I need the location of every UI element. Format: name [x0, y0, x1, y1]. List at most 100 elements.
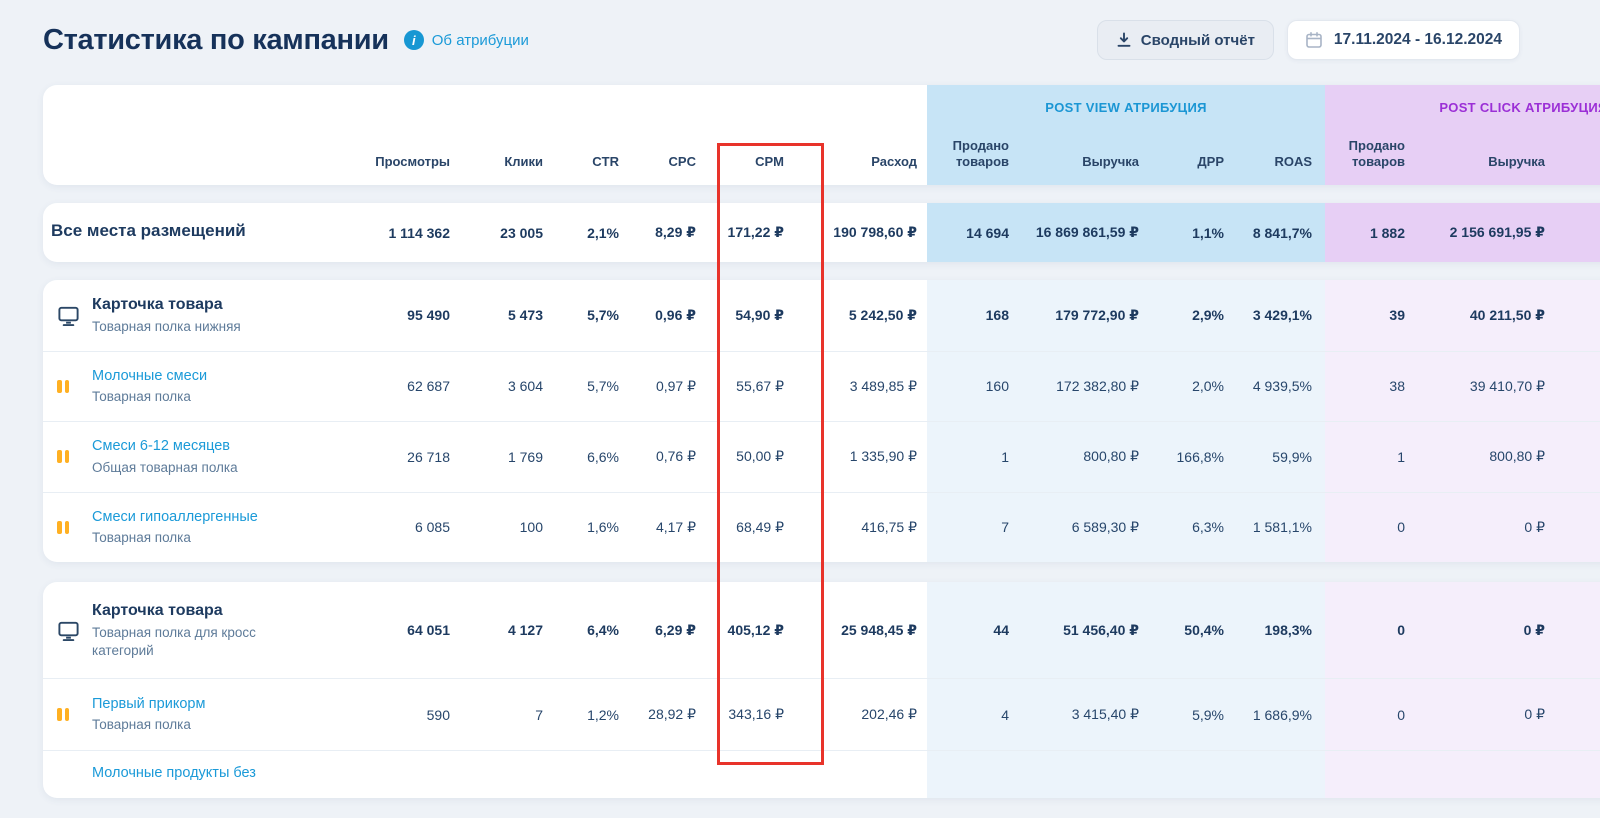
cell-pv-drr: 5,9% [1192, 706, 1224, 723]
cell-cpc: 0,97 ₽ [655, 377, 696, 394]
info-icon[interactable]: i [403, 30, 424, 50]
placement-name: Смеси гипоаллергенные Товарная полка [92, 508, 258, 547]
row-status-icon-slot [51, 379, 92, 393]
cell-cpc: 0,76 ₽ [655, 448, 696, 465]
cell-spend: 190 798,60 ₽ [833, 224, 917, 240]
cell-pv-roas: 59,9% [1272, 448, 1312, 465]
cell-clicks: 100 [519, 519, 543, 536]
row-status-icon-slot [51, 450, 92, 464]
column-header-pv-drr: ДРР [1197, 153, 1224, 169]
date-range-picker[interactable]: 17.11.2024 - 16.12.2024 [1286, 20, 1520, 60]
cell-pc-revenue: 39 410,70 ₽ [1469, 377, 1545, 394]
placement-name: Молочные продукты без [92, 764, 256, 785]
placement-cell: Все места размещений [43, 220, 333, 244]
cell-spend: 202,46 ₽ [861, 706, 917, 722]
column-header-clicks: Клики [504, 153, 543, 169]
column-header-pv-revenue: Выручка [1082, 153, 1139, 169]
placement-group-card: Карточка товара Товарная полка нижняя 95… [43, 280, 1600, 562]
cell-ctr: 5,7% [587, 378, 619, 395]
cell-pv-roas: 1 581,1% [1252, 519, 1312, 536]
placement-cell: Смеси 6-12 месяцев Общая товарная полка [43, 437, 333, 476]
cell-cpc: 0,96 ₽ [655, 306, 696, 323]
cell-cpm: 343,16 ₽ [728, 706, 784, 722]
cell-views: 26 718 [407, 448, 450, 465]
cell-pv-revenue: 800,80 ₽ [1083, 448, 1139, 465]
placement-title[interactable]: Молочные продукты без [92, 765, 256, 781]
column-header-pc-revenue: Выручка [1488, 153, 1545, 169]
cell-pv-sold: 1 [1001, 448, 1009, 465]
cell-cpm: 54,90 ₽ [735, 306, 784, 323]
cell-pv-roas: 198,3% [1264, 622, 1312, 638]
cell-clicks: 7 [535, 706, 543, 723]
cell-pv-roas: 1 686,9% [1252, 706, 1312, 723]
placement-title[interactable]: Молочные смеси [92, 367, 208, 384]
post-click-band [1325, 203, 1600, 262]
cell-cpm: 405,12 ₽ [727, 621, 784, 638]
cell-pv-sold: 44 [993, 622, 1009, 638]
pause-icon [57, 707, 69, 721]
placement-subtitle: Товарная полка [92, 530, 191, 546]
cell-pv-drr: 6,3% [1192, 519, 1224, 536]
cell-pv-revenue: 6 589,30 ₽ [1071, 518, 1139, 535]
monitor-icon [58, 621, 79, 641]
cell-pv-sold: 168 [985, 307, 1009, 324]
cell-ctr: 1,6% [587, 519, 619, 536]
cell-pv-roas: 3 429,1% [1252, 307, 1312, 324]
table-header-card: POST VIEW АТРИБУЦИЯ POST CLICK АТРИБУЦИЯ… [43, 85, 1600, 185]
cell-spend: 1 335,90 ₽ [849, 448, 917, 465]
placement-subtitle: Товарная полка для кросс категорий [92, 624, 256, 658]
table-row: Смеси гипоаллергенные Товарная полка 6 0… [43, 491, 1600, 563]
placement-cell: Смеси гипоаллергенные Товарная полка [43, 508, 333, 547]
placement-name: Карточка товара Товарная полка для кросс… [92, 601, 287, 659]
placement-title[interactable]: Первый прикорм [92, 696, 206, 713]
cell-cpm: 171,22 ₽ [727, 224, 784, 240]
summary-report-label: Сводный отчёт [1140, 31, 1255, 49]
placement-title: Все места размещений [51, 221, 246, 241]
row-status-icon-slot [51, 304, 92, 327]
cell-spend: 5 242,50 ₽ [848, 306, 917, 323]
cell-clicks: 5 473 [507, 307, 543, 324]
cell-cpc: 4,17 ₽ [655, 518, 696, 535]
cell-pc-revenue: 0 ₽ [1524, 518, 1545, 535]
cell-pv-revenue: 179 772,90 ₽ [1055, 306, 1139, 323]
post-view-band [927, 582, 1325, 798]
cell-pc-revenue: 0 ₽ [1523, 621, 1545, 638]
placement-cell: Карточка товара Товарная полка нижняя [43, 295, 333, 336]
pause-icon [57, 450, 69, 464]
post-click-band [1325, 85, 1600, 185]
cell-views: 95 490 [407, 307, 450, 324]
cell-cpm: 68,49 ₽ [736, 518, 784, 535]
summary-report-button[interactable]: Сводный отчёт [1096, 20, 1274, 60]
placement-title[interactable]: Смеси 6-12 месяцев [92, 438, 230, 455]
monitor-icon [58, 306, 79, 326]
cell-cpc: 28,92 ₽ [648, 706, 696, 722]
column-header-pc-sold: Продано товаров [1348, 137, 1405, 169]
about-attribution-link[interactable]: Об атрибуции [431, 31, 529, 49]
table-row: Карточка товара Товарная полка нижняя 95… [43, 280, 1600, 351]
placement-title[interactable]: Смеси гипоаллергенные [92, 508, 258, 525]
placement-subtitle: Общая товарная полка [92, 459, 238, 475]
pause-icon [57, 379, 69, 393]
placement-group-card: Карточка товара Товарная полка для кросс… [43, 582, 1600, 798]
cell-pc-sold: 39 [1389, 307, 1405, 324]
column-header-pv-roas: ROAS [1274, 153, 1312, 169]
post-view-band [927, 85, 1325, 185]
cell-pv-drr: 1,1% [1192, 224, 1224, 241]
cell-pv-roas: 8 841,7% [1252, 224, 1312, 241]
placement-cell: Молочные продукты без [43, 764, 333, 785]
cell-ctr: 5,7% [587, 307, 619, 324]
cell-views: 590 [426, 706, 450, 723]
cell-pv-roas: 4 939,5% [1252, 378, 1312, 395]
table-row: Карточка товара Товарная полка для кросс… [43, 582, 1600, 678]
download-icon [1117, 32, 1131, 47]
cell-pv-sold: 4 [1001, 706, 1009, 723]
table-row: Молочные продукты без [43, 750, 1600, 798]
placement-name: Молочные смеси Товарная полка [92, 367, 207, 406]
cell-ctr: 2,1% [587, 224, 619, 241]
row-status-icon-slot [51, 707, 92, 721]
total-row-card: Все места размещений 1 114 362 23 005 2,… [43, 203, 1600, 262]
cell-pv-sold: 14 694 [966, 224, 1009, 241]
post-click-band [1325, 582, 1600, 798]
placement-name: Все места размещений [51, 220, 246, 244]
